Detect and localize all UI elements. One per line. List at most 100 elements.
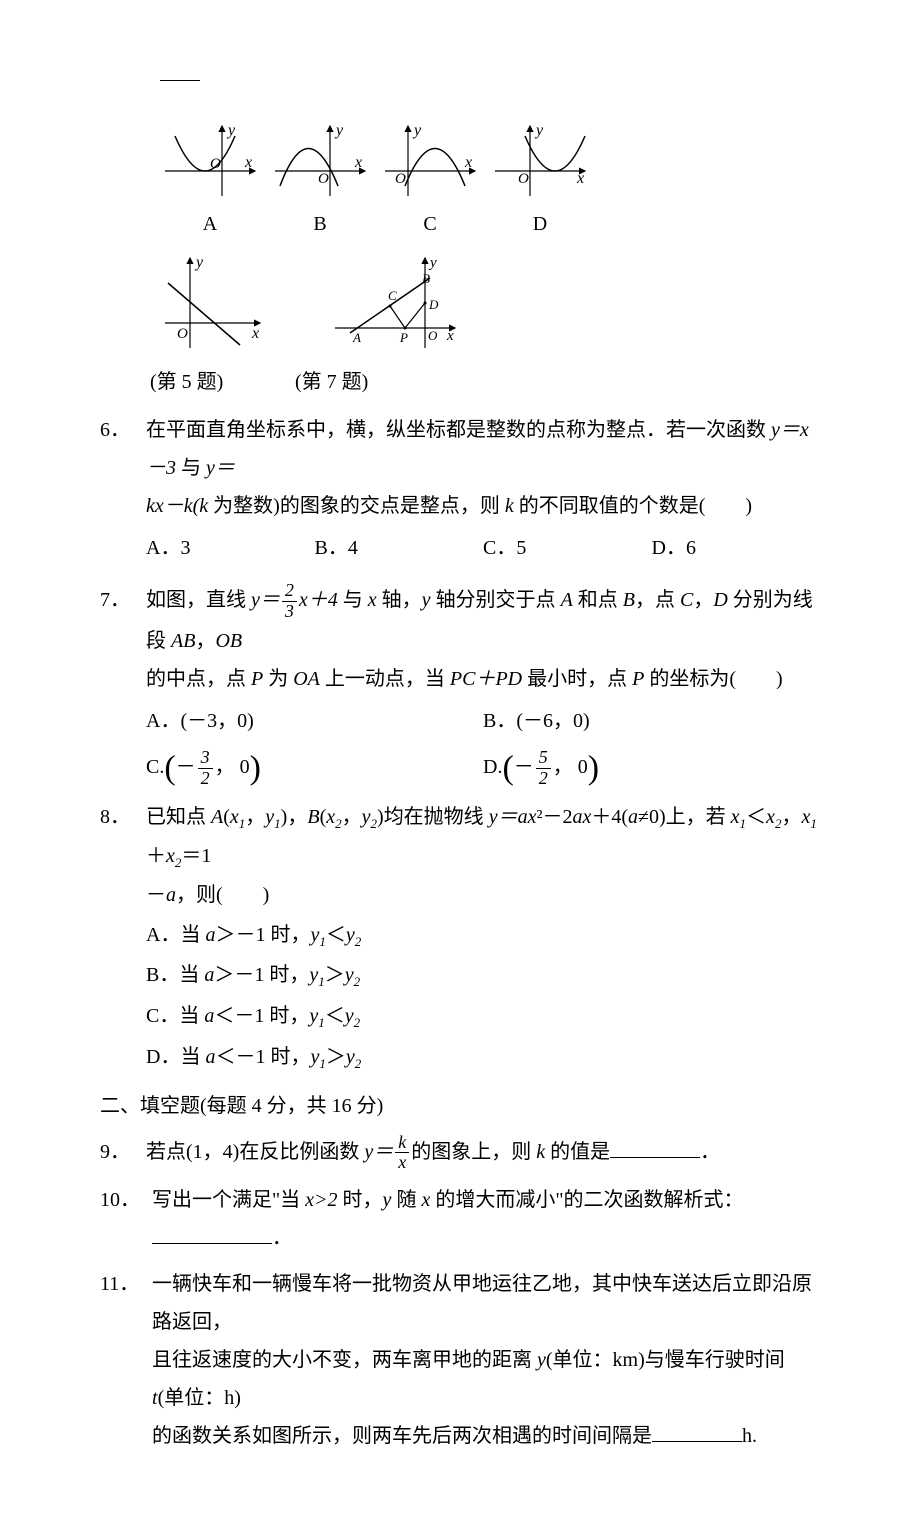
- graph-q7: y x O B C D A P: [330, 253, 460, 353]
- q7-l2a: 的中点，点: [146, 668, 251, 690]
- q7-Dfrac: 52: [536, 748, 551, 789]
- q7-cm2: ，: [195, 630, 215, 652]
- q7-Cpre: C.: [146, 756, 164, 778]
- question-6: 6． 在平面直角坐标系中，横，纵坐标都是整数的点称为整点．若一次函数 y＝x－3…: [100, 411, 820, 487]
- q7-eqpost: x＋4: [299, 589, 338, 611]
- svg-text:x: x: [446, 328, 454, 344]
- q9-p: ．: [700, 1141, 720, 1163]
- svg-text:P: P: [399, 330, 408, 345]
- question-11: 11． 一辆快车和一辆慢车将一批物资从甲地运往乙地，其中快车送达后立即沿原路返回…: [100, 1265, 820, 1341]
- caption-fig5: (第 5 题): [150, 363, 290, 401]
- q10-cond: x>2: [305, 1189, 337, 1211]
- q7-opt-D: D.(－52， 0): [483, 748, 820, 789]
- q10-tc: 随: [391, 1189, 421, 1211]
- svg-text:y: y: [534, 122, 544, 139]
- question-9: 9． 若点(1，4)在反比例函数 y＝kx的图象上，则 k 的值是．: [100, 1133, 820, 1174]
- q9-tc: 的值是: [545, 1141, 610, 1163]
- q7-P2: P: [632, 668, 644, 690]
- q7-Dpre: D.: [483, 756, 502, 778]
- q7-OA: OA: [293, 668, 320, 690]
- q8-tb: 均在抛物线: [384, 806, 489, 828]
- q7-ta: 如图，直线: [146, 589, 251, 611]
- section-2-heading: 二、填空题(每题 4 分，共 16 分): [100, 1087, 820, 1125]
- svg-text:D: D: [428, 297, 439, 312]
- q10-x: x: [421, 1189, 430, 1211]
- question-10: 10． 写出一个满足"当 x>2 时，y 随 x 的增大而减小"的二次函数解析式…: [100, 1181, 820, 1257]
- q6-opt-D: D．6: [652, 529, 821, 567]
- q7-frac: 23: [282, 581, 297, 622]
- svg-text:C: C: [388, 288, 397, 303]
- q9-blank: [610, 1137, 700, 1158]
- q7-cm1: ，: [693, 589, 713, 611]
- q7-te: 和点: [573, 589, 623, 611]
- q7-Dz: 0: [578, 756, 588, 778]
- q11-line2: 且往返速度的大小不变，两车离甲地的距离 y(单位：km)与慢车行驶时间 t(单位…: [152, 1341, 820, 1417]
- q11-num: 11．: [100, 1265, 152, 1303]
- spacer: [280, 253, 320, 353]
- q8-opt-A: A．当 a＞－1 时，y1＜y2: [146, 916, 820, 955]
- q7-OB: OB: [215, 630, 242, 652]
- q6-opt-A: A．3: [146, 529, 315, 567]
- svg-text:O: O: [177, 326, 188, 342]
- q8-tc: 上，若: [666, 806, 731, 828]
- q11-l2c: (单位：h): [158, 1387, 241, 1409]
- q9-k: k: [536, 1141, 545, 1163]
- q6-body: 在平面直角坐标系中，横，纵坐标都是整数的点称为整点．若一次函数 y＝x－3 与 …: [146, 411, 820, 487]
- page-content: y x O A y x O B y x O: [0, 0, 920, 1515]
- q7-l2d: 最小时，点: [522, 668, 632, 690]
- q8-body: 已知点 A(x1，y1)，B(x2，y2)均在抛物线 y＝ax²－2ax＋4(a…: [146, 798, 820, 875]
- q6-num: 6．: [100, 411, 146, 449]
- q7-x: x: [368, 589, 377, 611]
- q7-B: B: [623, 589, 635, 611]
- q11-blank: [652, 1421, 742, 1442]
- q7-tb: 与: [338, 589, 368, 611]
- q7-body: 如图，直线 y＝23x＋4 与 x 轴，y 轴分别交于点 A 和点 B，点 C，…: [146, 581, 820, 660]
- q7-C: C: [680, 589, 693, 611]
- q9-num: 9．: [100, 1133, 146, 1171]
- q11-l3a: 的函数关系如图所示，则两车先后两次相遇的时间间隔是: [152, 1425, 652, 1447]
- q10-td: 的增大而减小"的二次函数解析式：: [430, 1189, 743, 1211]
- q11-unit: h.: [742, 1425, 757, 1447]
- graph-D: y x O D: [490, 121, 590, 243]
- q6-opt-C: C．5: [483, 529, 652, 567]
- svg-text:y: y: [412, 122, 422, 139]
- q6-l2c: 的不同取值的个数是( ): [514, 495, 752, 517]
- q7-num: 7．: [100, 581, 146, 619]
- q8-num: 8．: [100, 798, 146, 836]
- q10-ta: 写出一个满足"当: [152, 1189, 305, 1211]
- q7-AB: AB: [171, 630, 195, 652]
- q7-Cn: 3: [198, 748, 213, 769]
- q11-l2a: 且往返速度的大小不变，两车离甲地的距离: [152, 1349, 537, 1371]
- parabola-D-svg: y x O: [490, 121, 590, 201]
- svg-text:x: x: [464, 154, 472, 171]
- diagram-row-lower: y x O y x O B C D A: [160, 253, 820, 353]
- q7-PC: PC＋PD: [450, 668, 522, 690]
- q8-opt-D: D．当 a＜－1 时，y1＞y2: [146, 1038, 820, 1077]
- svg-text:x: x: [576, 170, 584, 187]
- q7-tf: ，点: [635, 589, 680, 611]
- q7-A: A: [561, 589, 573, 611]
- q7-l2c: 上一动点，当: [320, 668, 450, 690]
- q9-tb: 的图象上，则: [411, 1141, 536, 1163]
- svg-text:x: x: [244, 154, 252, 171]
- q10-body: 写出一个满足"当 x>2 时，y 随 x 的增大而减小"的二次函数解析式：．: [152, 1181, 820, 1257]
- q7-svg: y x O B C D A P: [330, 253, 460, 353]
- q11-l1: 一辆快车和一辆慢车将一批物资从甲地运往乙地，其中快车送达后立即沿原路返回，: [152, 1273, 812, 1333]
- q5-svg: y x O: [160, 253, 270, 353]
- question-8: 8． 已知点 A(x1，y1)，B(x2，y2)均在抛物线 y＝ax²－2ax＋…: [100, 798, 820, 875]
- q10-p: ．: [272, 1227, 292, 1249]
- q9-frac: kx: [395, 1133, 409, 1174]
- q8-opt-C: C．当 a＜－1 时，y1＜y2: [146, 997, 820, 1036]
- q10-blank: [152, 1223, 272, 1244]
- graph-label-D: D: [490, 205, 590, 243]
- q7-opt-A: A．(－3，0): [146, 702, 483, 740]
- q11-line3: 的函数关系如图所示，则两车先后两次相遇的时间间隔是 h.: [152, 1417, 820, 1455]
- graph-B: y x O B: [270, 121, 370, 243]
- q7-tc: 轴，: [377, 589, 422, 611]
- q6-l2b: 为整数)的图象的交点是整点，则: [208, 495, 505, 517]
- svg-text:x: x: [354, 154, 362, 171]
- svg-text:O: O: [210, 156, 221, 172]
- q7-y: y: [422, 589, 431, 611]
- q7-line2: 的中点，点 P 为 OA 上一动点，当 PC＋PD 最小时，点 P 的坐标为( …: [146, 660, 820, 698]
- svg-text:O: O: [518, 171, 529, 187]
